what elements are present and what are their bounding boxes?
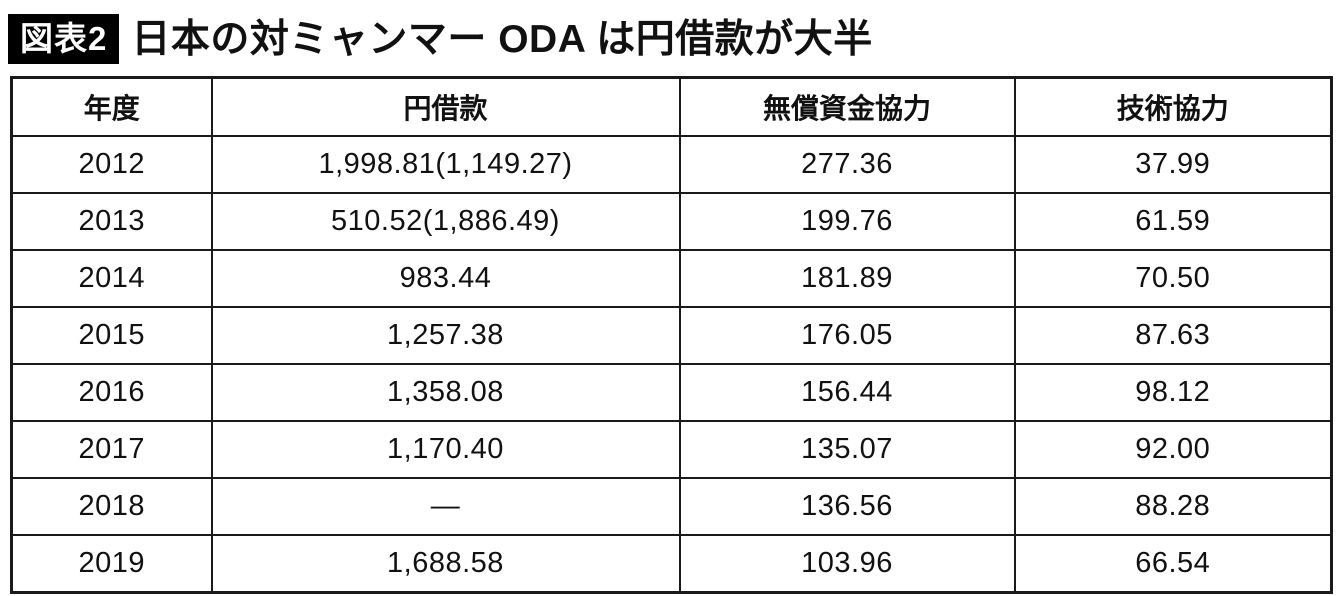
cell-technical-cooperation: 66.54 xyxy=(1013,534,1333,594)
table-header-row: 年度 円借款 無償資金協力 技術協力 xyxy=(10,76,1333,137)
table-row: 2019 1,688.58 103.96 66.54 xyxy=(10,534,1333,594)
cell-technical-cooperation: 98.12 xyxy=(1013,363,1333,422)
column-header-technical-cooperation: 技術協力 xyxy=(1013,76,1333,137)
table-row: 2016 1,358.08 156.44 98.12 xyxy=(10,363,1333,422)
cell-grant-aid: 176.05 xyxy=(678,306,1016,365)
oda-data-table: 年度 円借款 無償資金協力 技術協力 2012 1,998.81(1,149.2… xyxy=(10,76,1333,594)
cell-grant-aid: 181.89 xyxy=(678,249,1016,308)
cell-technical-cooperation: 92.00 xyxy=(1013,420,1333,479)
table-row: 2017 1,170.40 135.07 92.00 xyxy=(10,420,1333,479)
cell-yen-loan: 983.44 xyxy=(210,249,681,308)
table-row: 2018 — 136.56 88.28 xyxy=(10,477,1333,536)
cell-technical-cooperation: 37.99 xyxy=(1013,135,1333,194)
cell-year: 2012 xyxy=(10,135,213,194)
cell-yen-loan: 1,688.58 xyxy=(210,534,681,594)
table-row: 2015 1,257.38 176.05 87.63 xyxy=(10,306,1333,365)
cell-year: 2018 xyxy=(10,477,213,536)
cell-yen-loan: 1,998.81(1,149.27) xyxy=(210,135,681,194)
cell-technical-cooperation: 88.28 xyxy=(1013,477,1333,536)
figure-title-row: 図表2 日本の対ミャンマー ODA は円借款が大半 xyxy=(0,0,1340,68)
cell-technical-cooperation: 87.63 xyxy=(1013,306,1333,365)
cell-technical-cooperation: 70.50 xyxy=(1013,249,1333,308)
cell-year: 2019 xyxy=(10,534,213,594)
cell-grant-aid: 135.07 xyxy=(678,420,1016,479)
cell-year: 2016 xyxy=(10,363,213,422)
cell-year: 2014 xyxy=(10,249,213,308)
cell-technical-cooperation: 61.59 xyxy=(1013,192,1333,251)
cell-year: 2013 xyxy=(10,192,213,251)
cell-yen-loan: 1,170.40 xyxy=(210,420,681,479)
column-header-year: 年度 xyxy=(10,76,213,137)
cell-grant-aid: 156.44 xyxy=(678,363,1016,422)
cell-yen-loan: 1,358.08 xyxy=(210,363,681,422)
cell-year: 2015 xyxy=(10,306,213,365)
column-header-yen-loan: 円借款 xyxy=(210,76,681,137)
cell-year: 2017 xyxy=(10,420,213,479)
figure-number-badge: 図表2 xyxy=(8,14,120,64)
cell-grant-aid: 136.56 xyxy=(678,477,1016,536)
cell-grant-aid: 277.36 xyxy=(678,135,1016,194)
table-row: 2014 983.44 181.89 70.50 xyxy=(10,249,1333,308)
cell-yen-loan: — xyxy=(210,477,681,536)
table-row: 2012 1,998.81(1,149.27) 277.36 37.99 xyxy=(10,135,1333,194)
cell-yen-loan: 510.52(1,886.49) xyxy=(210,192,681,251)
cell-grant-aid: 103.96 xyxy=(678,534,1016,594)
table-row: 2013 510.52(1,886.49) 199.76 61.59 xyxy=(10,192,1333,251)
cell-yen-loan: 1,257.38 xyxy=(210,306,681,365)
cell-grant-aid: 199.76 xyxy=(678,192,1016,251)
figure-title: 日本の対ミャンマー ODA は円借款が大半 xyxy=(131,17,873,61)
column-header-grant-aid: 無償資金協力 xyxy=(678,76,1016,137)
